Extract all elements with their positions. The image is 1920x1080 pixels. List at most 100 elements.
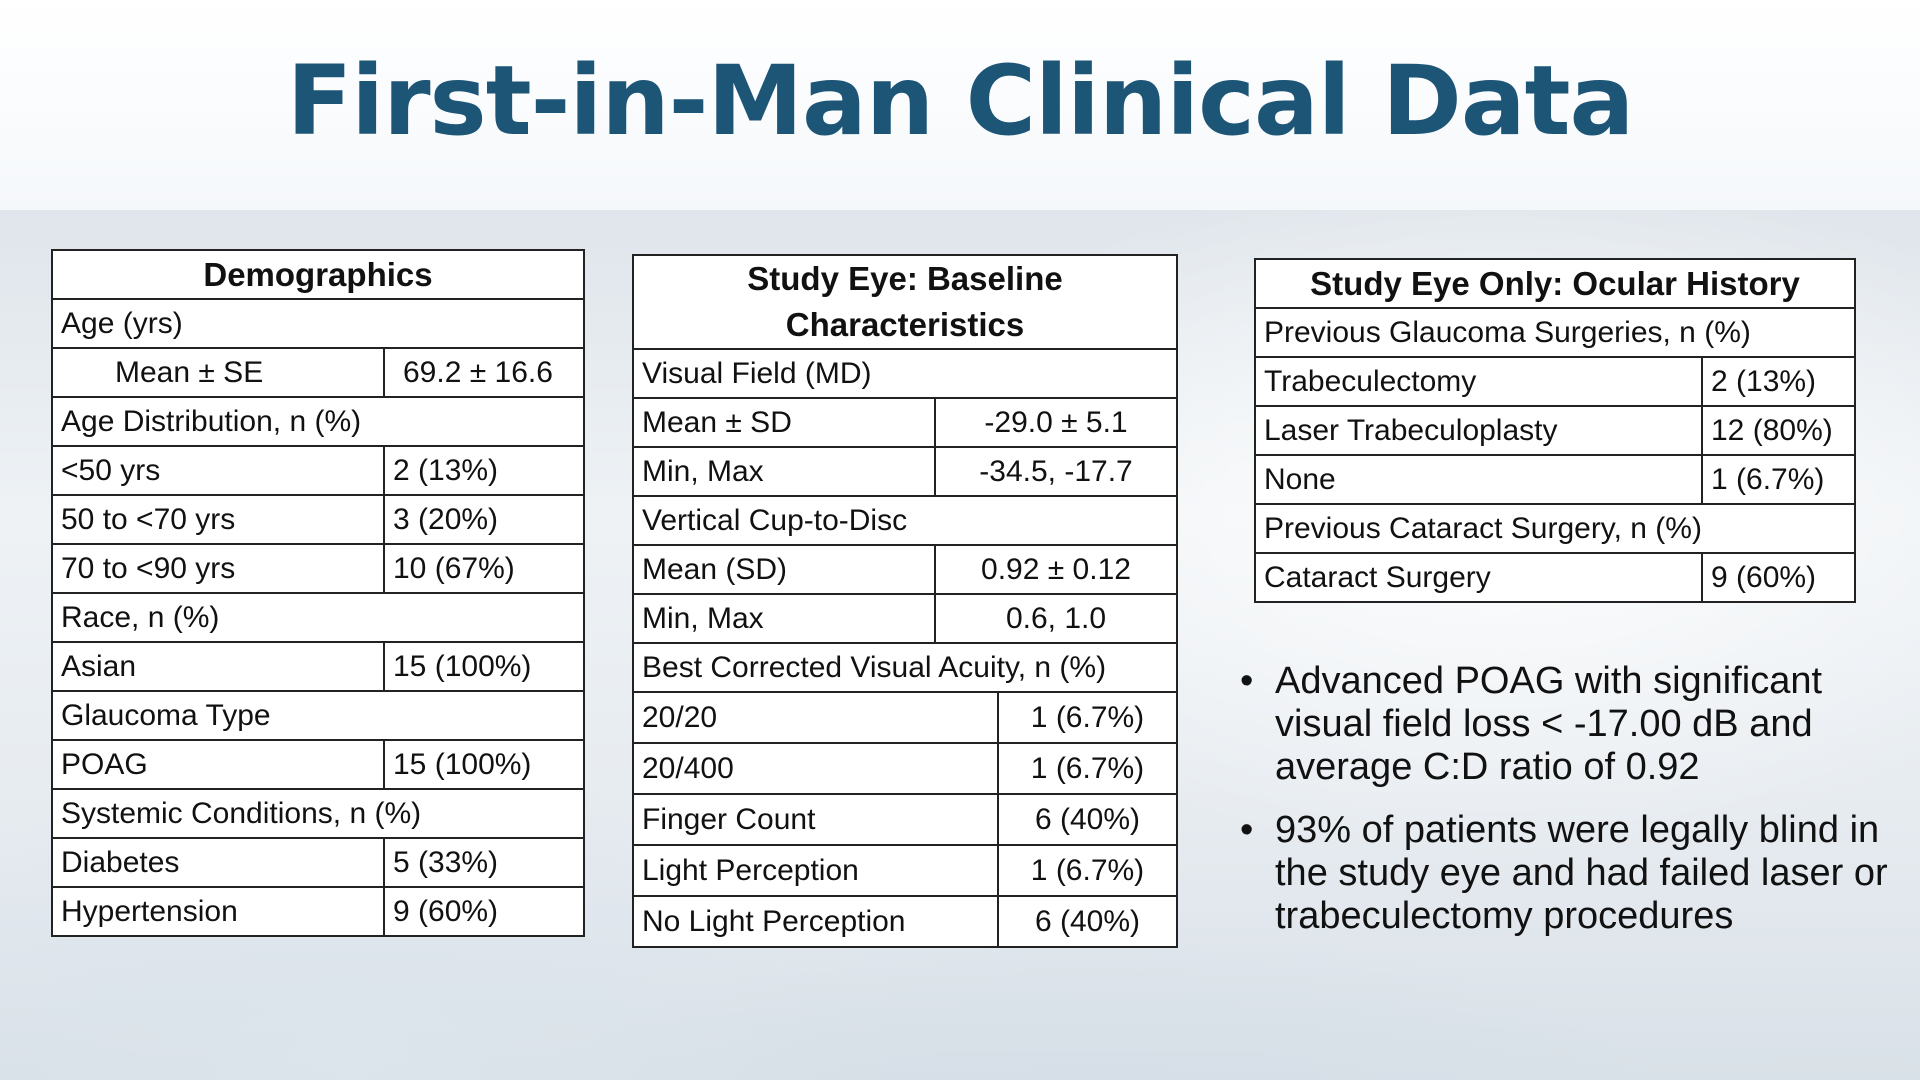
table-row: Visual Field (MD) xyxy=(632,348,1178,399)
row-value: 15 (100%) xyxy=(383,739,585,790)
row-label: Best Corrected Visual Acuity, n (%) xyxy=(632,642,1178,693)
row-value: 3 (20%) xyxy=(383,494,585,545)
table-row: Previous Glaucoma Surgeries, n (%) xyxy=(1254,307,1856,358)
table-row: None 1 (6.7%) xyxy=(1254,454,1856,505)
row-value: 10 (67%) xyxy=(383,543,585,594)
table-row: Cataract Surgery 9 (60%) xyxy=(1254,552,1856,603)
row-label: No Light Perception xyxy=(634,897,999,946)
row-label: Laser Trabeculoplasty xyxy=(1254,405,1703,456)
baseline-header-line1: Study Eye: Baseline xyxy=(747,260,1063,297)
table-row: Systemic Conditions, n (%) xyxy=(51,788,585,839)
list-item: • 93% of patients were legally blind in t… xyxy=(1240,809,1890,938)
demographics-table: Demographics Age (yrs) Mean ± SE 69.2 ± 1… xyxy=(51,249,585,937)
row-label: Hypertension xyxy=(51,886,385,937)
table-row: Min, Max -34.5, -17.7 xyxy=(632,446,1178,497)
bullet-glyph: • xyxy=(1240,809,1254,851)
row-label: Trabeculectomy xyxy=(1254,356,1703,407)
row-label: Mean ± SE xyxy=(51,347,385,398)
ocular-history-header: Study Eye Only: Ocular History xyxy=(1254,258,1856,309)
row-label: 20/400 xyxy=(634,744,999,793)
row-value: 9 (60%) xyxy=(383,886,585,937)
table-row: Glaucoma Type xyxy=(51,690,585,741)
row-value: 12 (80%) xyxy=(1701,405,1856,456)
row-value: 1 (6.7%) xyxy=(1030,700,1145,734)
table-row: Trabeculectomy 2 (13%) xyxy=(1254,356,1856,407)
table-row: Diabetes 5 (33%) xyxy=(51,837,585,888)
row-label: Previous Glaucoma Surgeries, n (%) xyxy=(1254,307,1856,358)
row-label: <50 yrs xyxy=(51,445,385,496)
table-row: 20/400 1 (6.7%) xyxy=(632,742,1178,795)
row-label: Mean (SD) xyxy=(632,544,936,595)
row-value: -34.5, -17.7 xyxy=(934,446,1178,497)
row-value: -29.0 ± 5.1 xyxy=(934,397,1178,448)
baseline-table: Study Eye: Baseline Characteristics Visua… xyxy=(632,254,1178,948)
row-label: Age Distribution, n (%) xyxy=(51,396,585,447)
row-label: POAG xyxy=(51,739,385,790)
row-label: Diabetes xyxy=(51,837,385,888)
table-row: 20/20 1 (6.7%) xyxy=(632,691,1178,744)
table-row: Mean (SD) 0.92 ± 0.12 xyxy=(632,544,1178,595)
row-value: 1 (6.7%) xyxy=(1030,853,1145,887)
table-row: Laser Trabeculoplasty 12 (80%) xyxy=(1254,405,1856,456)
table-row: Best Corrected Visual Acuity, n (%) xyxy=(632,642,1178,693)
row-label: Visual Field (MD) xyxy=(632,348,1178,399)
demographics-header: Demographics xyxy=(51,249,585,300)
table-row: No Light Perception 6 (40%) xyxy=(632,895,1178,948)
baseline-header-line2: Characteristics xyxy=(785,306,1025,343)
row-label: Finger Count xyxy=(634,795,999,844)
row-value: 15 (100%) xyxy=(383,641,585,692)
table-row: Vertical Cup-to-Disc xyxy=(632,495,1178,546)
table-row: <50 yrs 2 (13%) xyxy=(51,445,585,496)
row-label: 50 to <70 yrs xyxy=(51,494,385,545)
row-value: 6 (40%) xyxy=(1034,904,1141,938)
row-label: Light Perception xyxy=(634,846,999,895)
table-row: Asian 15 (100%) xyxy=(51,641,585,692)
row-value: 2 (13%) xyxy=(1701,356,1856,407)
row-label: 70 to <90 yrs xyxy=(51,543,385,594)
row-label: 20/20 xyxy=(634,693,999,742)
row-label: Cataract Surgery xyxy=(1254,552,1703,603)
row-value: 0.92 ± 0.12 xyxy=(934,544,1178,595)
row-label: Min, Max xyxy=(632,446,936,497)
slide-title: First-in-Man Clinical Data xyxy=(286,45,1635,157)
bullet-text: 93% of patients were legally blind in th… xyxy=(1275,809,1888,937)
table-row: 70 to <90 yrs 10 (67%) xyxy=(51,543,585,594)
row-label: Previous Cataract Surgery, n (%) xyxy=(1254,503,1856,554)
bullet-text: Advanced POAG with significant visual fi… xyxy=(1275,660,1823,788)
row-label: None xyxy=(1254,454,1703,505)
row-value: 6 (40%) xyxy=(1034,802,1141,836)
row-value: 69.2 ± 16.6 xyxy=(383,347,585,398)
row-label: Age (yrs) xyxy=(51,298,585,349)
table-row: Hypertension 9 (60%) xyxy=(51,886,585,937)
row-value: 9 (60%) xyxy=(1701,552,1856,603)
table-row: Age (yrs) xyxy=(51,298,585,349)
ocular-history-table: Study Eye Only: Ocular History Previous … xyxy=(1254,258,1856,603)
baseline-header: Study Eye: Baseline Characteristics xyxy=(632,254,1178,350)
row-value: 2 (13%) xyxy=(383,445,585,496)
row-label: Glaucoma Type xyxy=(51,690,585,741)
row-label: Asian xyxy=(51,641,385,692)
table-row: Mean ± SD -29.0 ± 5.1 xyxy=(632,397,1178,448)
row-label: Race, n (%) xyxy=(51,592,585,643)
list-item: • Advanced POAG with significant visual f… xyxy=(1240,660,1890,789)
key-findings-list: • Advanced POAG with significant visual f… xyxy=(1240,660,1890,958)
table-row: 50 to <70 yrs 3 (20%) xyxy=(51,494,585,545)
table-row: Previous Cataract Surgery, n (%) xyxy=(1254,503,1856,554)
row-value: 0.6, 1.0 xyxy=(934,593,1178,644)
row-label: Vertical Cup-to-Disc xyxy=(632,495,1178,546)
table-row: Race, n (%) xyxy=(51,592,585,643)
row-label: Min, Max xyxy=(632,593,936,644)
bullet-glyph: • xyxy=(1240,660,1254,702)
row-label: Systemic Conditions, n (%) xyxy=(51,788,585,839)
table-row: Light Perception 1 (6.7%) xyxy=(632,844,1178,897)
table-row: POAG 15 (100%) xyxy=(51,739,585,790)
row-value: 5 (33%) xyxy=(383,837,585,888)
table-row: Finger Count 6 (40%) xyxy=(632,793,1178,846)
row-value: 1 (6.7%) xyxy=(1030,751,1145,785)
table-row: Age Distribution, n (%) xyxy=(51,396,585,447)
title-band xyxy=(0,0,1920,210)
row-label: Mean ± SD xyxy=(632,397,936,448)
row-value: 1 (6.7%) xyxy=(1701,454,1856,505)
table-row: Mean ± SE 69.2 ± 16.6 xyxy=(51,347,585,398)
table-row: Min, Max 0.6, 1.0 xyxy=(632,593,1178,644)
